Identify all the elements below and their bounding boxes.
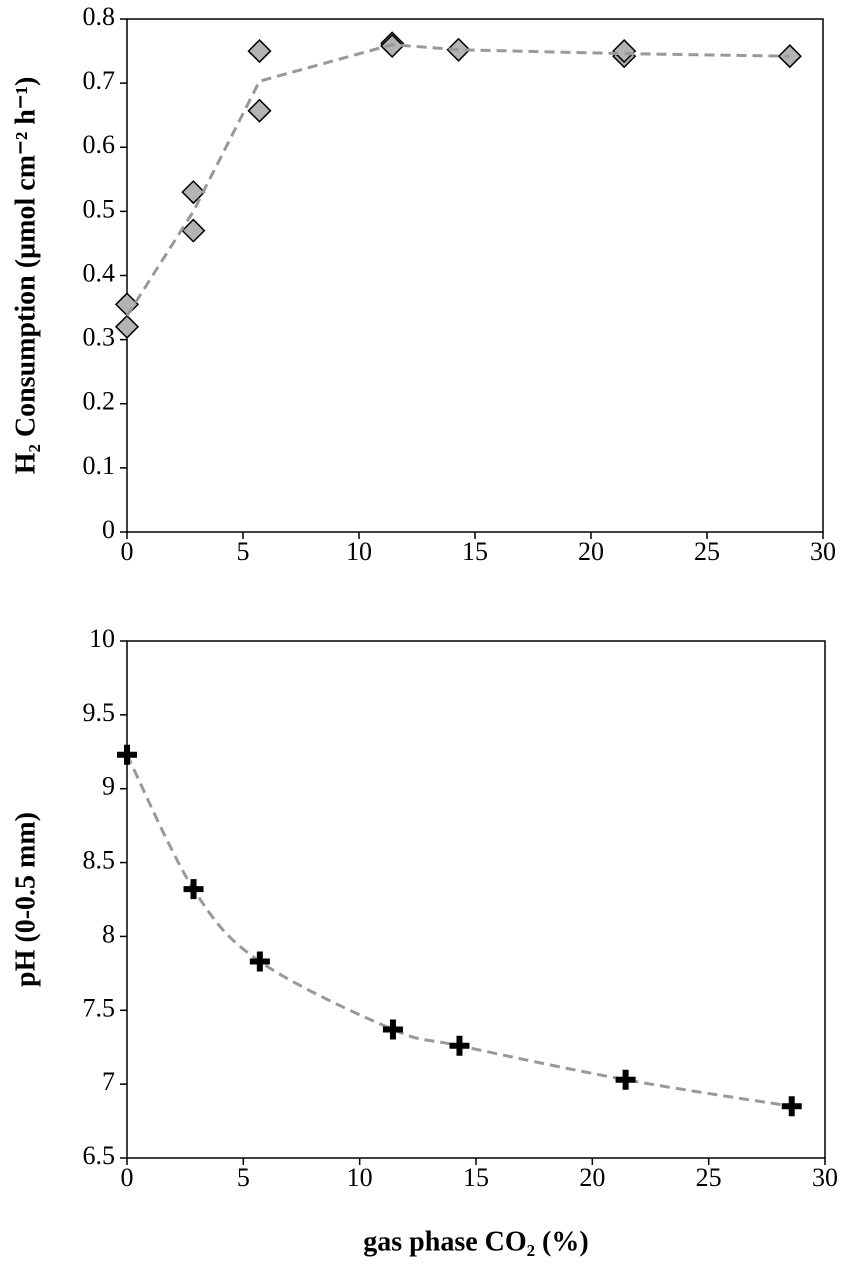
y-tick-label: 0.1: [83, 451, 116, 480]
x-tick-label: 10: [347, 1163, 373, 1192]
y-tick-label: 9: [102, 772, 115, 801]
x-tick-label: 5: [237, 1163, 250, 1192]
x-tick-label: 0: [121, 537, 134, 566]
diamond-marker: [247, 39, 272, 64]
diamond-marker: [247, 98, 272, 123]
x-tick-label: 0: [121, 1163, 134, 1192]
diamond-marker: [114, 314, 140, 339]
x-tick-label: 5: [237, 537, 250, 566]
y-tick-label: 10: [89, 624, 115, 653]
x-tick-label: 15: [463, 1163, 489, 1192]
x-tick-label: 20: [579, 1163, 605, 1192]
y-tick-label: 7: [102, 1067, 115, 1096]
y-axis-label: pH (0-0.5 mm): [10, 812, 41, 987]
trend-line: [125, 43, 790, 317]
x-tick-label: 15: [462, 537, 488, 566]
y-tick-label: 6.5: [83, 1141, 116, 1170]
y-tick-label: 9.5: [83, 698, 116, 727]
y-tick-label: 0.8: [83, 2, 116, 31]
x-tick-label: 30: [810, 537, 836, 566]
x-tick-label: 20: [578, 537, 604, 566]
y-tick-label: 0: [102, 515, 115, 544]
plus-marker: [183, 879, 204, 900]
y-tick-label: 0.6: [83, 130, 116, 159]
plot-frame: [126, 18, 824, 533]
plus-marker: [117, 744, 137, 765]
y-tick-label: 0.2: [83, 387, 116, 416]
plus-marker: [382, 1019, 403, 1040]
x-tick-label: 10: [346, 537, 372, 566]
y-axis-label: H₂ Consumption (µmol cm⁻² h⁻¹): [10, 77, 41, 475]
y-tick-label: 8: [102, 919, 115, 948]
x-axis-label: gas phase CO₂ (%): [363, 1226, 588, 1257]
y-tick-label: 0.5: [83, 194, 116, 223]
y-tick-label: 8.5: [83, 846, 116, 875]
diamond-marker: [181, 180, 206, 205]
plus-marker: [449, 1035, 470, 1056]
y-tick-label: 0.4: [83, 258, 116, 287]
x-tick-label: 25: [696, 1163, 722, 1192]
y-tick-label: 0.3: [83, 323, 116, 352]
plus-marker: [249, 951, 270, 972]
plus-marker: [781, 1096, 802, 1117]
x-tick-label: 30: [812, 1163, 838, 1192]
diamond-marker: [612, 39, 637, 64]
diamond-marker: [114, 292, 140, 317]
y-tick-label: 0.7: [83, 66, 116, 95]
diamond-marker: [446, 37, 471, 62]
y-tick-label: 7.5: [83, 993, 116, 1022]
diamond-marker: [181, 218, 206, 243]
plus-marker: [615, 1069, 636, 1090]
plot-frame: [126, 640, 826, 1159]
x-tick-label: 25: [694, 537, 720, 566]
